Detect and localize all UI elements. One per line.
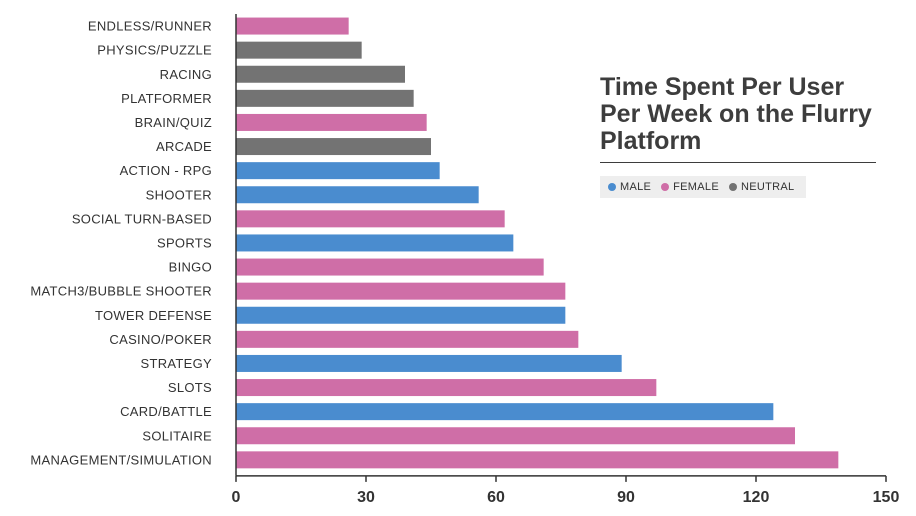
bar-casino-poker (236, 330, 579, 348)
legend-swatch-neutral (728, 183, 737, 191)
category-label: MATCH3/BUBBLE SHOOTER (30, 284, 212, 299)
bar-strategy (236, 354, 622, 372)
category-label: PLATFORMER (121, 91, 212, 106)
category-label: ENDLESS/RUNNER (88, 19, 212, 34)
legend: MALE FEMALE NEUTRAL (600, 176, 806, 198)
category-label: BINGO (169, 260, 212, 275)
category-label: CASINO/POKER (109, 332, 212, 347)
category-label: SPORTS (157, 235, 212, 250)
category-label: TOWER DEFENSE (95, 308, 212, 323)
bar-sports (236, 234, 514, 252)
bar-bingo (236, 258, 544, 276)
bar-racing (236, 65, 405, 83)
category-label: ACTION - RPG (120, 163, 212, 178)
category-label: SOLITAIRE (142, 428, 212, 443)
bar-action-rpg (236, 162, 440, 180)
x-tick-label: 30 (357, 489, 375, 506)
category-label: ARCADE (156, 139, 212, 154)
legend-item-female: FEMALE (661, 181, 719, 193)
legend-swatch-male (608, 183, 616, 191)
category-label: CARD/BATTLE (120, 404, 212, 419)
category-label: RACING (160, 67, 212, 82)
legend-label-female: FEMALE (673, 181, 719, 193)
x-tick-label: 60 (487, 489, 505, 506)
title-divider (600, 162, 876, 163)
category-label: PHYSICS/PUZZLE (97, 43, 212, 58)
category-label: MANAGEMENT/SIMULATION (30, 452, 212, 467)
legend-label-neutral: NEUTRAL (740, 181, 795, 193)
x-axis-ticks: 0 30 60 90 120 150 (232, 475, 900, 506)
category-label: SOCIAL TURN-BASED (72, 211, 212, 226)
x-tick-label: 120 (743, 489, 770, 506)
bar-management-simulation (236, 451, 839, 469)
bar-physics-puzzle (236, 41, 362, 59)
bar-arcade (236, 138, 431, 156)
bar-solitaire (236, 427, 795, 445)
bar-slots (236, 379, 657, 397)
bar-brain-quiz (236, 113, 427, 131)
x-tick-label: 0 (232, 489, 241, 506)
bar-endless-runner (236, 17, 349, 35)
bar-card-battle (236, 403, 774, 421)
bar-match3-bubble-shooter (236, 282, 566, 300)
category-label: SHOOTER (146, 187, 212, 202)
category-label: STRATEGY (140, 356, 212, 371)
bar-platformer (236, 89, 414, 107)
category-label: SLOTS (168, 380, 212, 395)
chart-title: Time Spent Per User Per Week on the Flur… (600, 73, 872, 155)
bars-group (236, 17, 839, 469)
bar-tower-defense (236, 306, 566, 324)
x-tick-label: 90 (617, 489, 635, 506)
legend-label-male: MALE (620, 181, 652, 193)
category-labels: ENDLESS/RUNNER PHYSICS/PUZZLE RACING PLATFO… (30, 19, 212, 468)
legend-swatch-female (661, 183, 670, 191)
bar-shooter (236, 186, 479, 204)
legend-item-neutral: NEUTRAL (728, 181, 795, 193)
category-label: BRAIN/QUIZ (135, 115, 212, 130)
bar-social-turn-based (236, 210, 505, 228)
x-tick-label: 150 (873, 489, 900, 506)
legend-item-male: MALE (608, 181, 651, 193)
title-block: Time Spent Per User Per Week on the Flur… (600, 74, 876, 163)
